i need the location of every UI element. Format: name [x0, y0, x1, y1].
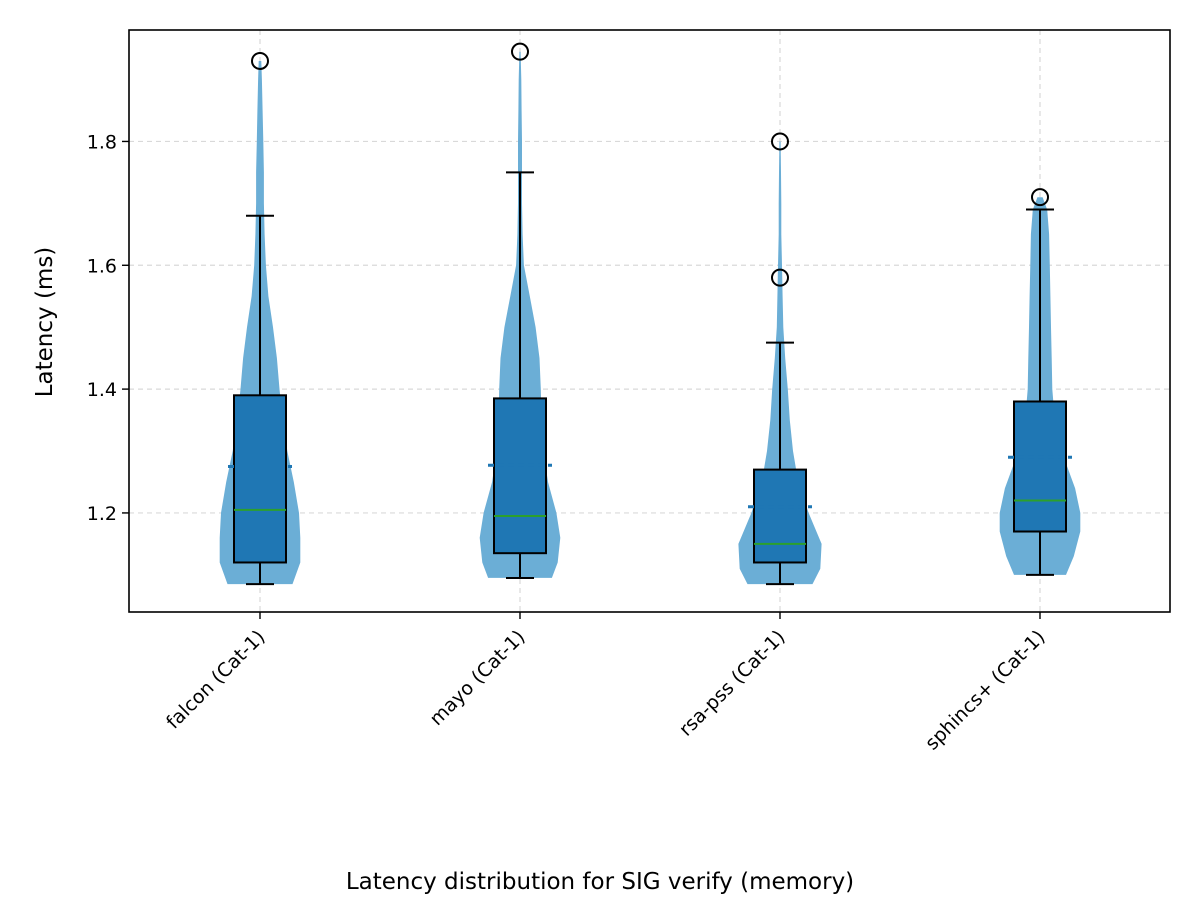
y-tick-label: 1.8	[87, 131, 117, 153]
iqr-box	[233, 394, 287, 564]
outlier-point	[771, 268, 789, 287]
plot-frame	[128, 29, 1171, 613]
iqr-box	[1013, 400, 1067, 533]
outlier-point	[511, 42, 529, 61]
box-layer	[228, 42, 1072, 586]
y-tick-label: 1.6	[87, 255, 117, 277]
outlier-point	[771, 132, 789, 151]
iqr-box	[753, 468, 807, 564]
y-axis-title: Latency (ms)	[32, 247, 58, 398]
y-tick-label: 1.4	[87, 379, 117, 401]
outlier-point	[1031, 188, 1049, 207]
y-tick-label: 1.2	[87, 503, 117, 525]
iqr-box	[493, 397, 547, 555]
x-axis-caption: Latency distribution for SIG verify (mem…	[346, 869, 854, 895]
outlier-point	[251, 51, 269, 70]
